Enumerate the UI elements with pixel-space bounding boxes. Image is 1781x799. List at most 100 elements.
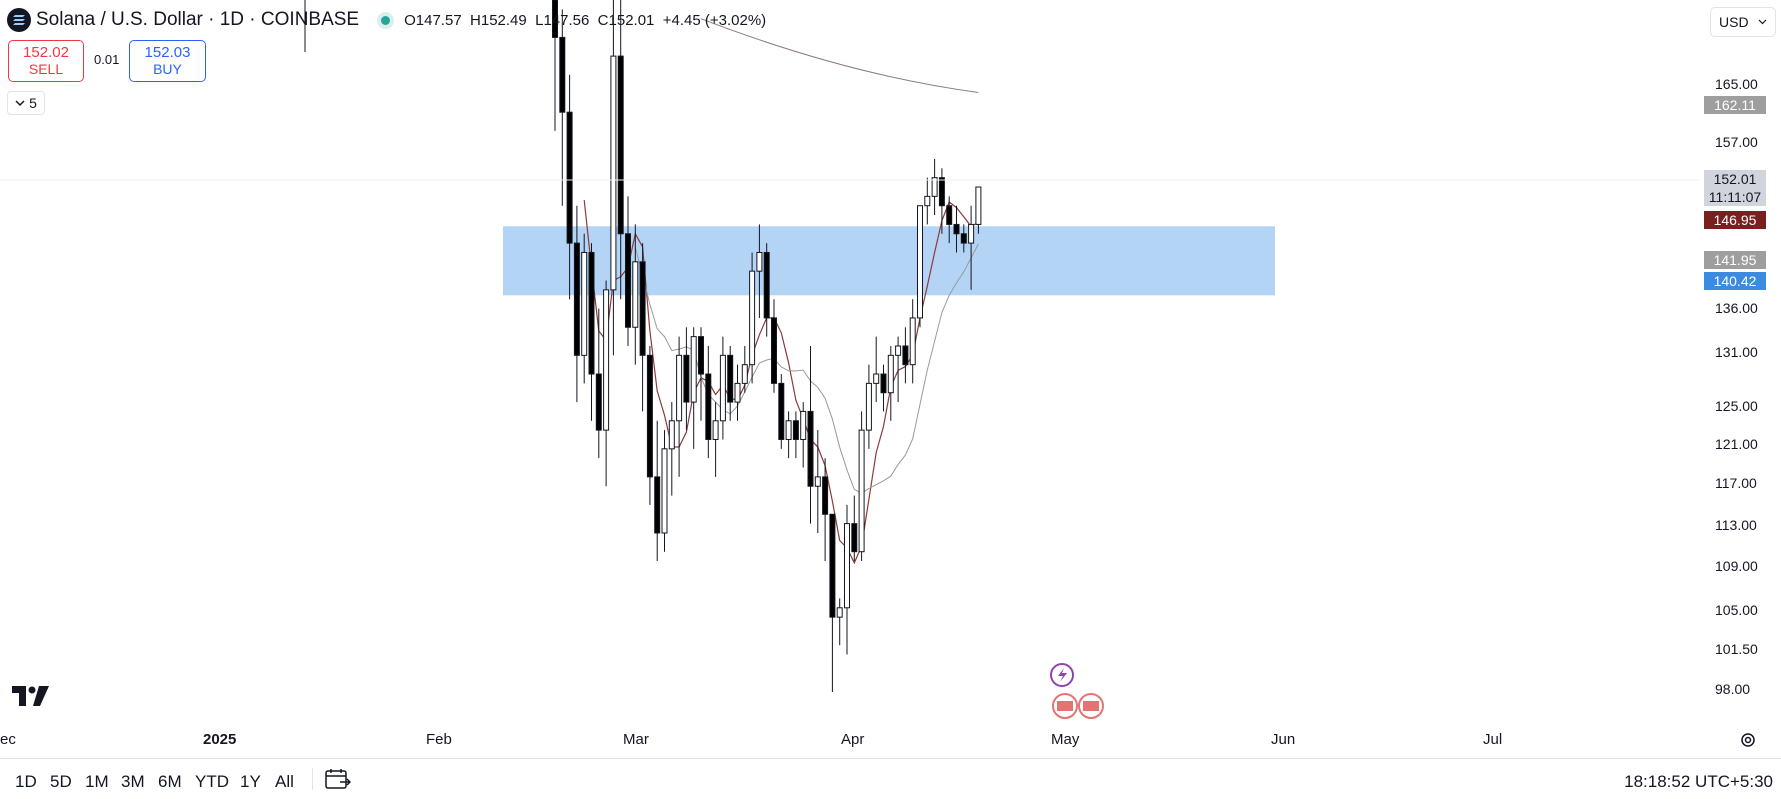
timeframe-1m[interactable]: 1M <box>85 772 109 791</box>
price-axis-label: 113.00 <box>1715 517 1757 533</box>
timeframe-5d[interactable]: 5D <box>50 772 72 791</box>
candle-body <box>924 195 931 207</box>
last-price-tag: 152.01 11:11:07 <box>1704 170 1766 206</box>
time-axis-label: 2025 <box>203 731 237 748</box>
zone-low-price-tag: 140.42 <box>1704 272 1766 290</box>
candle-body <box>829 513 836 618</box>
timeframe-ytd[interactable]: YTD <box>195 772 229 791</box>
candle-body <box>778 382 785 440</box>
price-axis-label: 109.00 <box>1715 558 1758 574</box>
candle-body <box>705 373 712 440</box>
candle-body <box>683 354 690 403</box>
candle-body <box>727 354 734 403</box>
market-status-icon[interactable] <box>381 15 391 25</box>
candle-body <box>719 354 726 422</box>
candle-body <box>953 223 960 235</box>
candle-body <box>968 223 975 244</box>
settings-icon[interactable] <box>1738 730 1758 750</box>
candle-body <box>807 410 814 487</box>
toolbar-divider <box>312 768 313 790</box>
candle-body <box>880 373 887 394</box>
economic-events-icon[interactable] <box>1045 663 1107 721</box>
candle-body <box>588 251 595 375</box>
sell-button[interactable]: 152.02 SELL <box>8 40 84 82</box>
candle-body <box>938 177 945 207</box>
candle-body <box>792 420 799 440</box>
candle-body <box>559 36 566 113</box>
buy-button[interactable]: 152.03 BUY <box>129 40 206 82</box>
candle-body <box>851 523 858 553</box>
candle-body <box>676 354 683 422</box>
candle-body <box>603 289 610 431</box>
price-axis-label: 121.00 <box>1715 436 1758 452</box>
candle-body <box>646 354 653 478</box>
time-axis-label: Mar <box>623 731 649 748</box>
candle-body <box>873 373 880 384</box>
candle-body <box>581 251 588 356</box>
candle-body <box>895 345 902 356</box>
timeframe-1d[interactable]: 1D <box>15 772 37 791</box>
solana-icon <box>7 8 31 32</box>
timeframe-all[interactable]: All <box>275 772 294 791</box>
candle-body <box>668 420 675 450</box>
support-zone[interactable] <box>503 226 1275 296</box>
clock[interactable]: 18:18:52 UTC+5:30 <box>1624 772 1773 791</box>
candle-body <box>734 382 741 403</box>
candle-body <box>625 233 631 328</box>
time-axis-label: Jun <box>1271 731 1296 748</box>
spread-value: 0.01 <box>94 52 120 67</box>
price-axis-label: 98.00 <box>1715 681 1751 697</box>
ma-short-price-tag: 146.95 <box>1704 211 1766 229</box>
candle-body <box>741 364 748 384</box>
timeframe-1y[interactable]: 1Y <box>240 772 261 791</box>
price-axis-label: 125.00 <box>1715 398 1758 414</box>
price-change: +4.45 (+3.02%) <box>662 11 767 29</box>
candle-body <box>756 251 763 272</box>
candle-body <box>836 607 843 618</box>
price-axis-label: 157.00 <box>1715 134 1758 150</box>
candle-body <box>654 476 661 534</box>
time-axis-label: ec <box>0 731 16 748</box>
ma-mid-price-tag: 141.95 <box>1704 251 1766 269</box>
candle-body <box>617 55 624 235</box>
candle-body <box>800 410 807 440</box>
time-axis-label: May <box>1051 731 1080 748</box>
indicators-toggle[interactable]: 5 <box>7 91 45 115</box>
candle-body <box>698 336 704 375</box>
candle-body <box>749 270 756 366</box>
candle-body <box>975 186 982 225</box>
candle-body <box>639 261 646 356</box>
symbol-title[interactable]: Solana / U.S. Dollar · 1D · COINBASE <box>36 9 360 30</box>
candle-body <box>595 373 602 431</box>
ohlc-values: O147.57 H152.49 L147.56 C152.01 +4.45 (+… <box>404 11 767 29</box>
candle-body <box>552 0 558 38</box>
time-axis-label: Feb <box>426 731 452 748</box>
price-axis-label: 101.50 <box>1715 641 1758 657</box>
candle-body <box>712 420 719 440</box>
candle-body <box>960 233 967 244</box>
time-axis-label: Jul <box>1483 731 1503 748</box>
candle-body <box>931 177 938 197</box>
price-axis-label: 131.00 <box>1715 344 1758 360</box>
tradingview-logo-icon[interactable] <box>12 686 50 706</box>
candle-body <box>858 429 865 553</box>
candle-body <box>661 448 668 534</box>
timeframe-6m[interactable]: 6M <box>158 772 182 791</box>
candle-body <box>887 354 894 394</box>
candle-body <box>690 336 697 403</box>
candle-body <box>909 317 916 366</box>
ma-long-price-tag: 162.11 <box>1704 96 1766 114</box>
candle-body <box>763 251 770 319</box>
candle-body <box>573 242 580 356</box>
candle-body <box>566 111 573 244</box>
bottom-toolbar: 1D 5D 1M 3M 6M YTD 1Y All 18:18:52 UTC+5… <box>0 758 1781 799</box>
candle-body <box>902 345 909 366</box>
candle-body <box>946 205 953 225</box>
candle-body <box>822 476 829 515</box>
timeframe-3m[interactable]: 3M <box>121 772 145 791</box>
price-axis-label: 105.00 <box>1715 602 1758 618</box>
go-to-date-icon[interactable] <box>325 768 351 790</box>
currency-select[interactable]: USD <box>1710 7 1776 37</box>
candle-body <box>610 55 617 291</box>
